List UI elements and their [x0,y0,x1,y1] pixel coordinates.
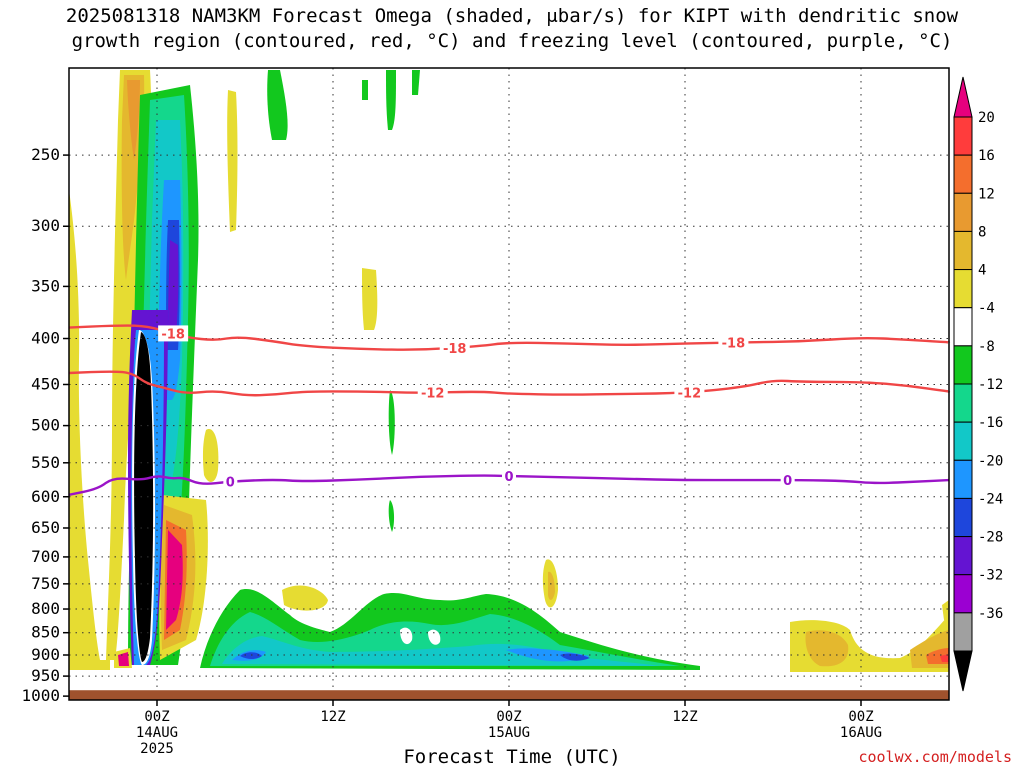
colorbar-label: -20 [978,453,1003,469]
contour-label: -18 [443,342,467,357]
contour-label-background [674,384,705,401]
colorbar: 20 16 12 8 4 -4 -8 -12 -16 -20 -24 -28 -32 -36 [953,76,1003,692]
x-tick-label: 12Z [320,709,345,725]
colorbar-bin [953,307,973,347]
colorbar-label: -24 [978,491,1003,507]
grid-lines [69,68,949,700]
contour-label: 0 [504,470,513,485]
contour-label: -18 [722,337,746,352]
colorbar-label: 8 [978,224,986,240]
contour-label-background [158,325,189,342]
contour-label: -12 [678,387,702,402]
x-tick-label: 14AUG [136,725,178,741]
colorbar-bin [953,459,973,499]
y-tick-label: 1000 [21,686,60,705]
colorbar-label: -16 [978,415,1003,431]
colorbar-bin [953,536,973,576]
x-tick-label: 2025 [140,741,174,757]
colorbar-bin [953,612,973,652]
y-tick-label: 650 [31,518,60,537]
colorbar-bin [953,574,973,614]
y-tick-label: 350 [31,276,60,295]
colorbar-label: 4 [978,263,986,279]
x-tick-label: 00Z [848,709,873,725]
y-tick-label: 300 [31,216,60,235]
y-tick-label: 400 [31,329,60,348]
colorbar-bin [953,421,973,461]
x-tick-label: 16AUG [840,725,882,741]
x-tick-label: 00Z [496,709,521,725]
y-tick-label: 950 [31,666,60,685]
contour-label: -18 [161,327,185,342]
contour-label-background [417,384,448,401]
colorbar-bin [953,383,973,423]
colorbar-label: -8 [978,339,995,355]
y-tick-label: 850 [31,623,60,642]
y-tick-label: 800 [31,599,60,618]
chart-title-line2: growth region (contoured, red, °C) and f… [71,30,953,52]
x-tick-label: 00Z [144,709,169,725]
y-tick-label: 900 [31,645,60,664]
contour-label: 0 [783,474,792,489]
colorbar-bin [953,192,973,232]
ground-surface [69,690,949,700]
y-axis: 250 300 350 400 450 500 550 600 650 700 750 800 850 9… [21,145,69,705]
omega-shading [69,70,949,672]
y-tick-label: 450 [31,374,60,393]
contour-lines: -18 -18 -18 -12 -12 0 0 0 [68,324,951,496]
colorbar-label: 16 [978,148,995,164]
colorbar-label: -28 [978,530,1003,546]
colorbar-bin [953,154,973,194]
y-tick-label: 700 [31,547,60,566]
colorbar-bottom-arrow [953,650,973,692]
colorbar-bin [953,497,973,538]
contour-label-background [780,472,795,489]
colorbar-label: -36 [978,606,1003,622]
colorbar-label: -4 [978,301,995,317]
chart-title-line1: 2025081318 NAM3KM Forecast Omega (shaded… [65,5,959,27]
colorbar-label: -12 [978,377,1003,393]
y-tick-label: 500 [31,416,60,435]
colorbar-label: 12 [978,186,995,202]
colorbar-label: -32 [978,568,1003,584]
colorbar-label: 20 [978,110,995,126]
y-tick-label: 750 [31,574,60,593]
x-axis-label: Forecast Time (UTC) [403,746,621,768]
contour-label-background [718,334,749,351]
credit-link[interactable]: coolwx.com/models [858,748,1012,766]
chart-title: 2025081318 NAM3KM Forecast Omega (shaded… [0,4,1024,54]
y-tick-label: 550 [31,453,60,472]
y-tick-label: 250 [31,145,60,164]
contour-label-background [439,339,470,356]
y-tick-label: 600 [31,487,60,506]
contour-label-background [502,468,516,485]
colorbar-bin [953,345,973,385]
colorbar-bin [953,269,973,309]
colorbar-bin [953,116,973,156]
contour-label-background [223,473,238,490]
colorbar-top-arrow [953,76,973,118]
contour-label: 0 [226,476,235,491]
x-tick-label: 15AUG [488,725,530,741]
contour-label: -12 [421,387,445,402]
colorbar-bin [953,230,973,271]
contour-line [68,474,950,496]
x-tick-label: 12Z [672,709,697,725]
